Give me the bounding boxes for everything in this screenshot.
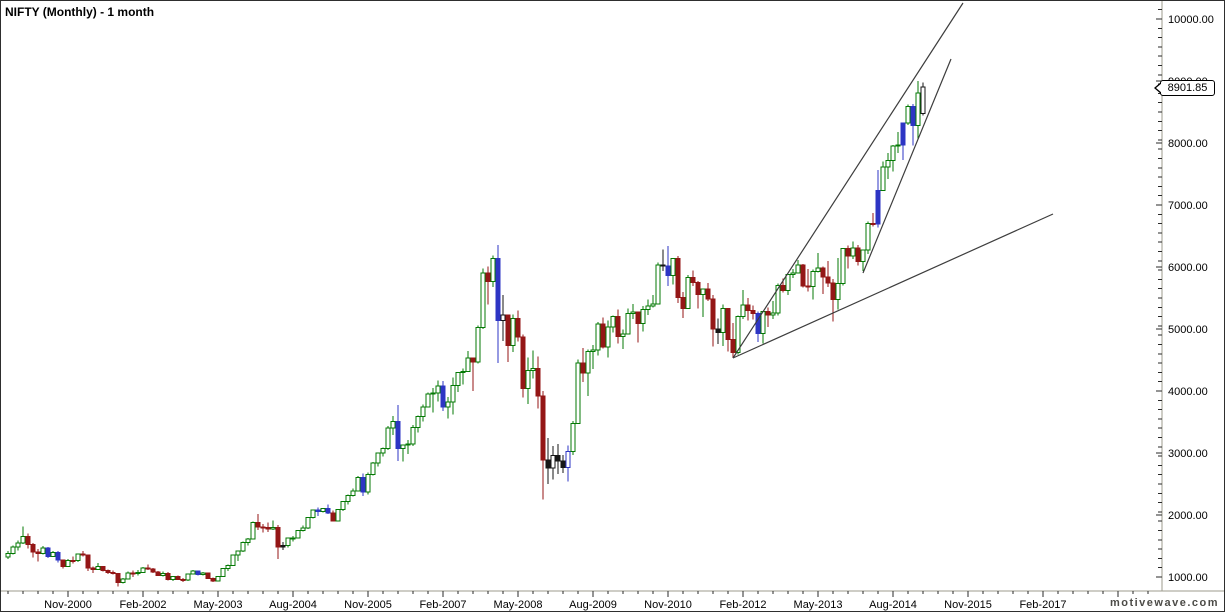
time-axis-label: May-2003 [194, 599, 243, 611]
time-axis-label: Feb-2017 [1019, 599, 1066, 611]
motivewave-watermark: motivewave.com [1109, 597, 1219, 609]
price-axis-label: 5000.00 [1168, 324, 1208, 336]
chart-title: NIFTY (Monthly) - 1 month [5, 5, 155, 19]
price-axis-label: 6000.00 [1168, 262, 1208, 274]
last-price-badge: 8901.85 [1154, 80, 1215, 96]
time-axis-label: May-2013 [794, 599, 843, 611]
time-axis-label: Feb-2012 [719, 599, 766, 611]
price-axis-label: 1000.00 [1168, 572, 1208, 584]
time-axis-label: Feb-2007 [419, 599, 466, 611]
price-axis-label: 8000.00 [1168, 138, 1208, 150]
time-axis-label: May-2008 [494, 599, 543, 611]
time-axis-label: Aug-2004 [269, 599, 317, 611]
time-axis-label: Aug-2014 [869, 599, 917, 611]
support-lower-line[interactable] [732, 213, 1054, 359]
price-axis-label: 10000.00 [1168, 14, 1214, 26]
time-axis-label: Nov-2015 [944, 599, 992, 611]
time-axis-label: Feb-2002 [119, 599, 166, 611]
channel-inner-line[interactable] [862, 58, 952, 274]
time-axis-label: Aug-2009 [569, 599, 617, 611]
price-axis-label: 4000.00 [1168, 386, 1208, 398]
time-axis-label: Nov-2010 [644, 599, 692, 611]
candles [5, 81, 926, 587]
time-axis-label: Nov-2000 [44, 599, 92, 611]
price-axis-label: 2000.00 [1168, 510, 1208, 522]
price-axis-label: 7000.00 [1168, 200, 1208, 212]
price-axis-label: 3000.00 [1168, 448, 1208, 460]
time-axis-label: Nov-2005 [344, 599, 392, 611]
wedge-upper-line[interactable] [732, 2, 964, 359]
trendlines[interactable] [732, 2, 1054, 359]
